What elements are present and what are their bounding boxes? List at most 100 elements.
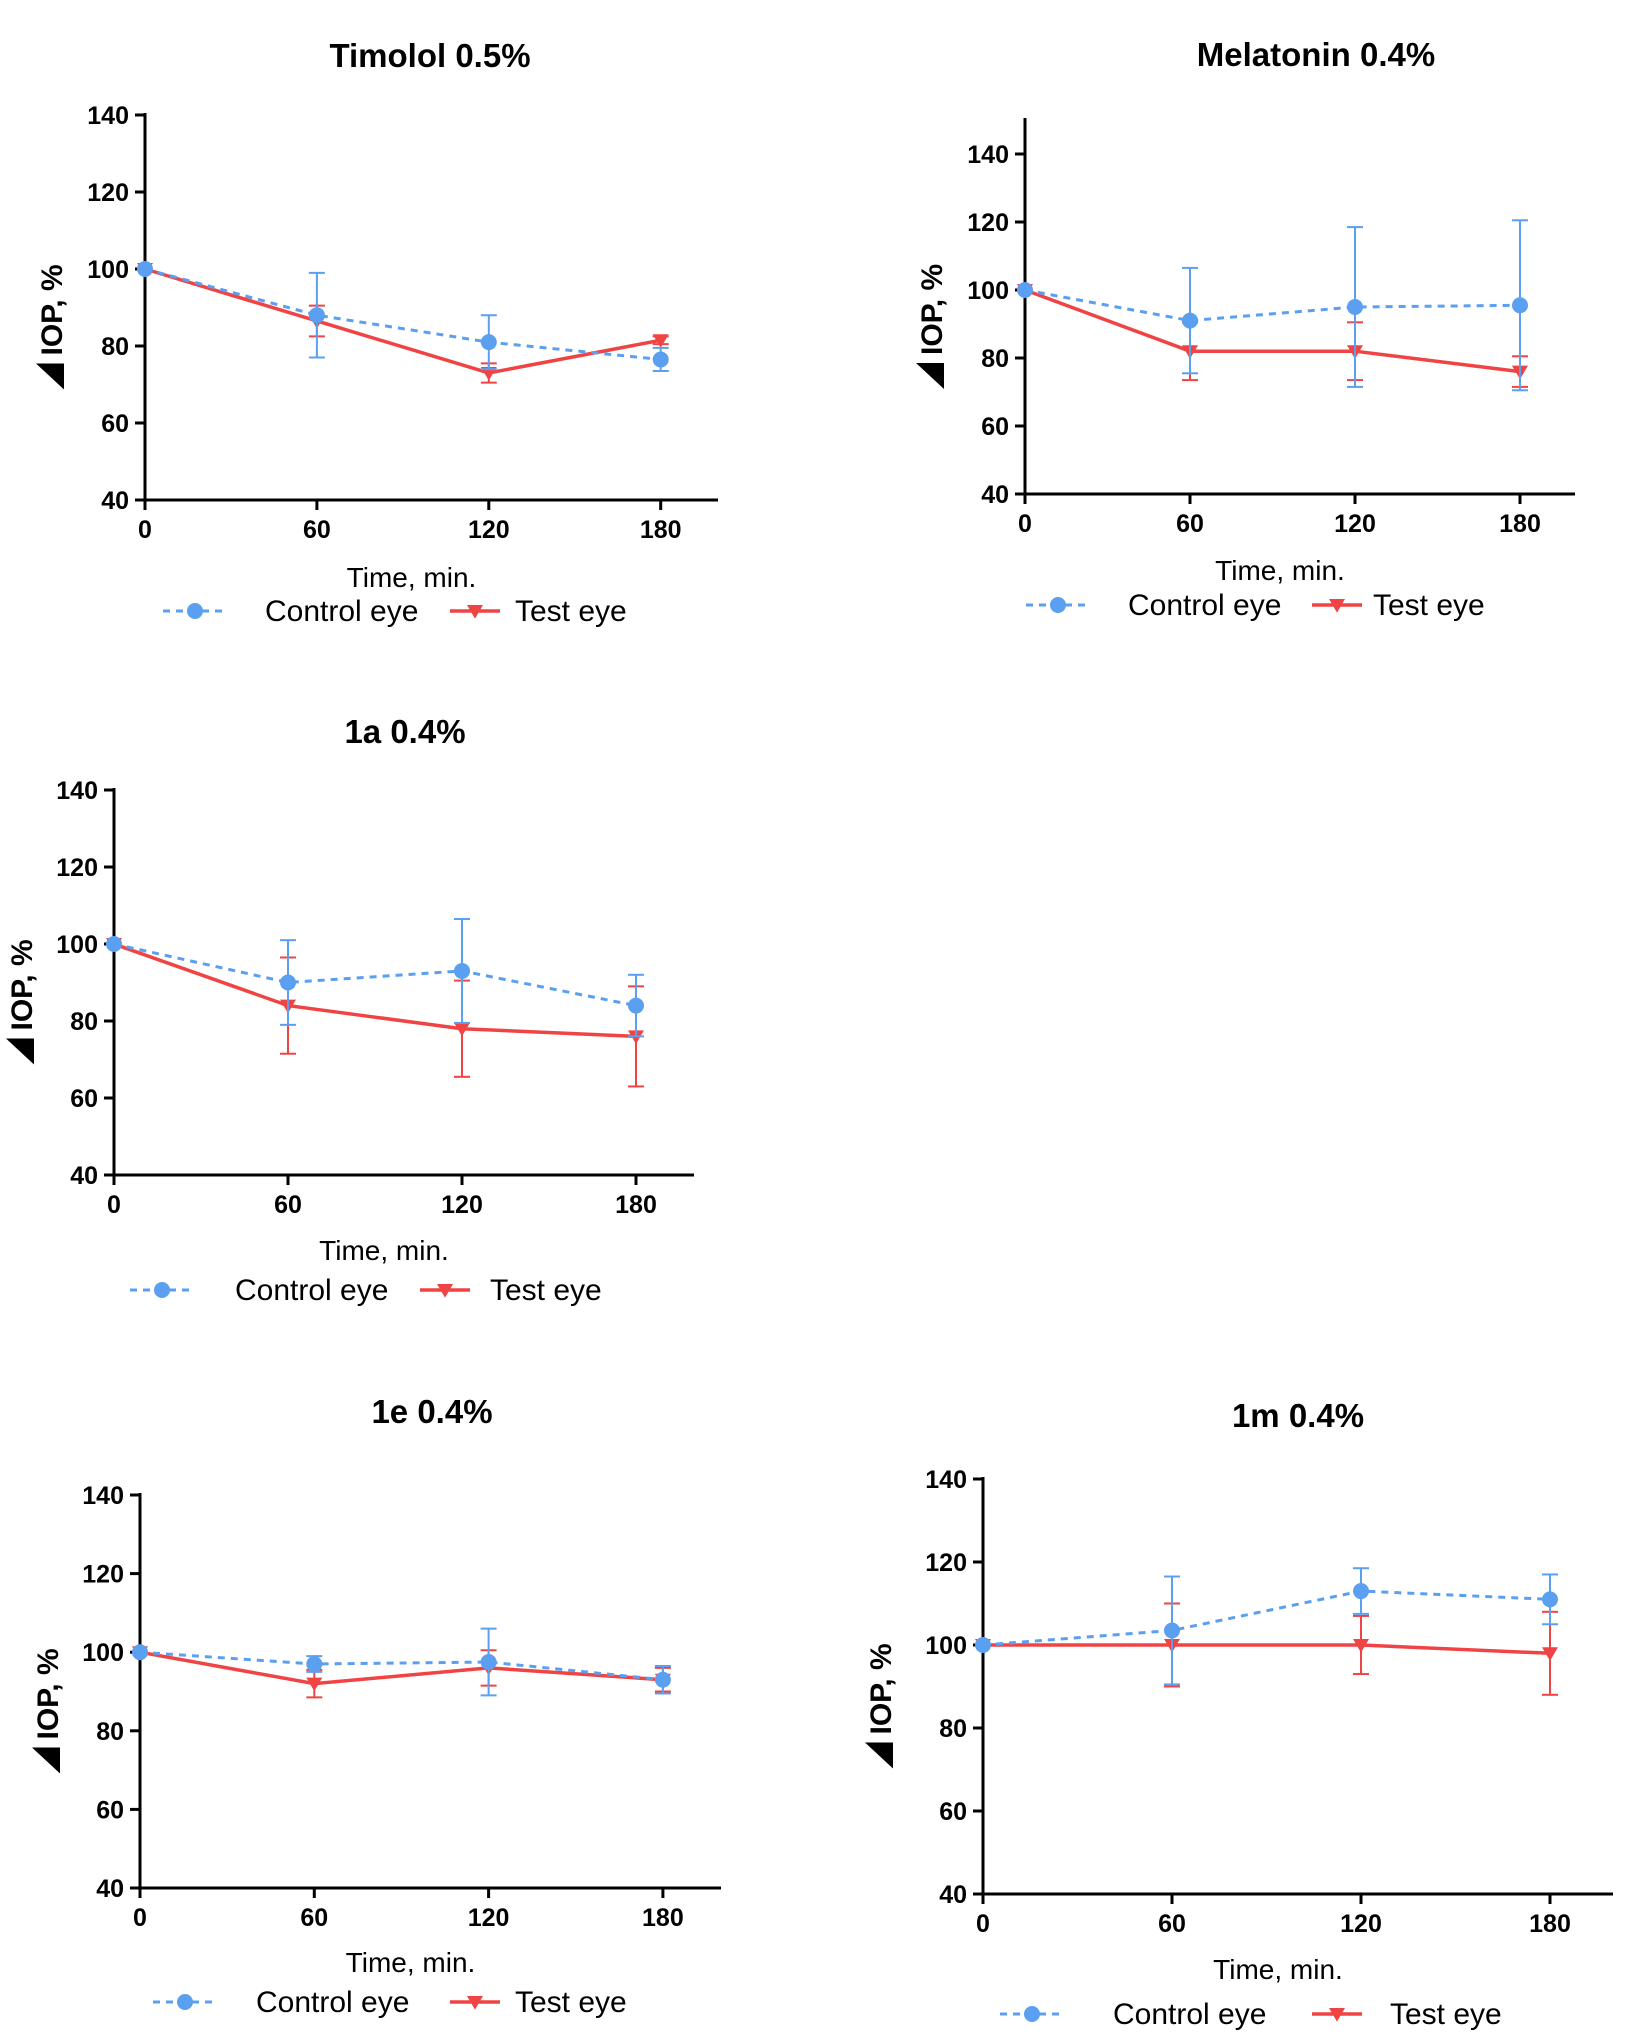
y-tick-label: 100 xyxy=(925,1632,967,1660)
y-tick-label: 120 xyxy=(967,209,1009,237)
series-line xyxy=(113,942,637,1008)
y-tick-label: 80 xyxy=(101,333,129,361)
x-tick-label: 0 xyxy=(133,1904,147,1932)
series-line xyxy=(113,942,637,1039)
x-tick-label: 0 xyxy=(107,1191,121,1219)
data-point-circle xyxy=(1164,1622,1180,1639)
chart-title: 1m 0.4% xyxy=(1232,1397,1364,1434)
x-tick-label: 0 xyxy=(976,1910,990,1938)
delta-triangle-icon xyxy=(865,1742,893,1769)
chart-title: Timolol 0.5% xyxy=(329,37,530,74)
chart-panel-5: 1m 0.4% 40 60 80 100 120 140 0 60 120 180 Time, min… xyxy=(865,1397,1613,2031)
data-point-circle xyxy=(137,261,153,277)
data-point-circle xyxy=(1542,1591,1558,1608)
data-point-circle xyxy=(1512,297,1528,314)
y-tick-label: 120 xyxy=(925,1549,967,1577)
x-tick-label: 180 xyxy=(1499,510,1541,538)
y-axis-label: IOP, % xyxy=(916,264,949,355)
y-tick-label: 100 xyxy=(82,1639,124,1667)
data-point-circle xyxy=(454,962,470,979)
legend-test-marker xyxy=(437,1284,453,1298)
legend-control-label: Control eye xyxy=(1128,589,1281,622)
test-eye-series xyxy=(137,263,669,384)
data-point-circle xyxy=(306,1655,323,1672)
y-tick-label: 60 xyxy=(981,413,1009,441)
y-tick-label: 100 xyxy=(87,256,129,284)
x-tick-label: 120 xyxy=(1340,1910,1382,1938)
x-tick-label: 60 xyxy=(274,1191,302,1219)
y-tick-label: 80 xyxy=(939,1715,967,1743)
series-line xyxy=(144,267,661,361)
control-eye-series xyxy=(1017,219,1528,392)
y-axis-label: IOP, % xyxy=(6,939,39,1030)
delta-triangle-icon xyxy=(36,363,64,390)
legend-control-marker xyxy=(1024,2006,1040,2022)
y-tick-label: 60 xyxy=(939,1798,967,1826)
series-line xyxy=(144,267,662,375)
y-axis-label: IOP, % xyxy=(865,1643,898,1734)
y-tick-label: 100 xyxy=(56,931,98,959)
x-tick-label: 0 xyxy=(1018,510,1032,538)
legend-control-label: Control eye xyxy=(265,595,418,628)
chart-legend: Control eye Test eye xyxy=(163,595,627,628)
y-tick-label: 120 xyxy=(82,1561,124,1589)
chart-legend: Control eye Test eye xyxy=(153,1986,627,2019)
y-axis-title: IOP, % xyxy=(865,1643,898,1769)
y-tick-label: 140 xyxy=(87,102,129,130)
y-tick-label: 40 xyxy=(70,1162,98,1190)
x-axis-title: Time, min. xyxy=(1213,1954,1343,1985)
series-line xyxy=(982,1589,1551,1647)
series-line xyxy=(983,1643,1551,1656)
data-point-circle xyxy=(480,1654,497,1671)
x-tick-label: 120 xyxy=(468,516,510,544)
x-axis-title: Time, min. xyxy=(319,1235,449,1266)
legend-control-label: Control eye xyxy=(256,1986,409,2019)
x-axis-title: Time, min. xyxy=(346,1947,476,1978)
legend-test-marker xyxy=(1329,2008,1345,2022)
y-tick-label: 80 xyxy=(981,345,1009,373)
x-tick-label: 120 xyxy=(1334,510,1376,538)
legend-test-label: Test eye xyxy=(515,1986,627,2019)
x-tick-label: 180 xyxy=(640,516,682,544)
chart-panel-1: Timolol 0.5% 40 60 80 100 120 140 0 60 120 180 Time… xyxy=(36,37,718,628)
y-axis-label: IOP, % xyxy=(32,1648,65,1739)
y-tick-label: 40 xyxy=(939,1881,967,1909)
data-point-circle xyxy=(1347,299,1363,315)
y-tick-label: 120 xyxy=(87,179,129,207)
y-tick-label: 60 xyxy=(96,1796,124,1824)
legend-test-label: Test eye xyxy=(490,1274,602,1307)
data-point-circle xyxy=(106,936,122,952)
chart-legend: Control eye Test eye xyxy=(130,1274,602,1307)
legend-test-label: Test eye xyxy=(1390,1998,1502,2031)
y-axis-title: IOP, % xyxy=(36,264,69,390)
data-point-circle xyxy=(975,1637,991,1653)
x-tick-label: 0 xyxy=(138,516,152,544)
test-eye-series xyxy=(1017,284,1528,388)
control-eye-series xyxy=(132,1627,671,1697)
chart-title: Melatonin 0.4% xyxy=(1197,36,1435,73)
y-tick-label: 40 xyxy=(101,487,129,515)
test-eye-series xyxy=(132,1646,671,1699)
x-tick-label: 60 xyxy=(303,516,331,544)
legend-control-label: Control eye xyxy=(235,1274,388,1307)
y-tick-label: 60 xyxy=(101,410,129,438)
x-axis-title: Time, min. xyxy=(347,562,477,593)
test-eye-series xyxy=(975,1602,1558,1696)
legend-test-label: Test eye xyxy=(515,595,627,628)
legend-test-marker xyxy=(467,605,483,619)
data-point-triangle xyxy=(652,334,669,348)
legend-test-marker xyxy=(1329,599,1345,613)
series-line xyxy=(1024,288,1521,374)
y-axis-title: IOP, % xyxy=(916,264,949,389)
series-line xyxy=(1024,288,1521,323)
y-tick-label: 140 xyxy=(56,777,98,805)
y-tick-label: 140 xyxy=(82,1482,124,1510)
chart-legend: Control eye Test eye xyxy=(1000,1998,1502,2031)
x-tick-label: 60 xyxy=(1176,510,1204,538)
y-tick-label: 40 xyxy=(981,481,1009,509)
data-point-circle xyxy=(628,997,644,1014)
data-point-circle xyxy=(1017,282,1033,298)
data-point-circle xyxy=(132,1644,148,1661)
legend-control-marker xyxy=(154,1282,170,1298)
